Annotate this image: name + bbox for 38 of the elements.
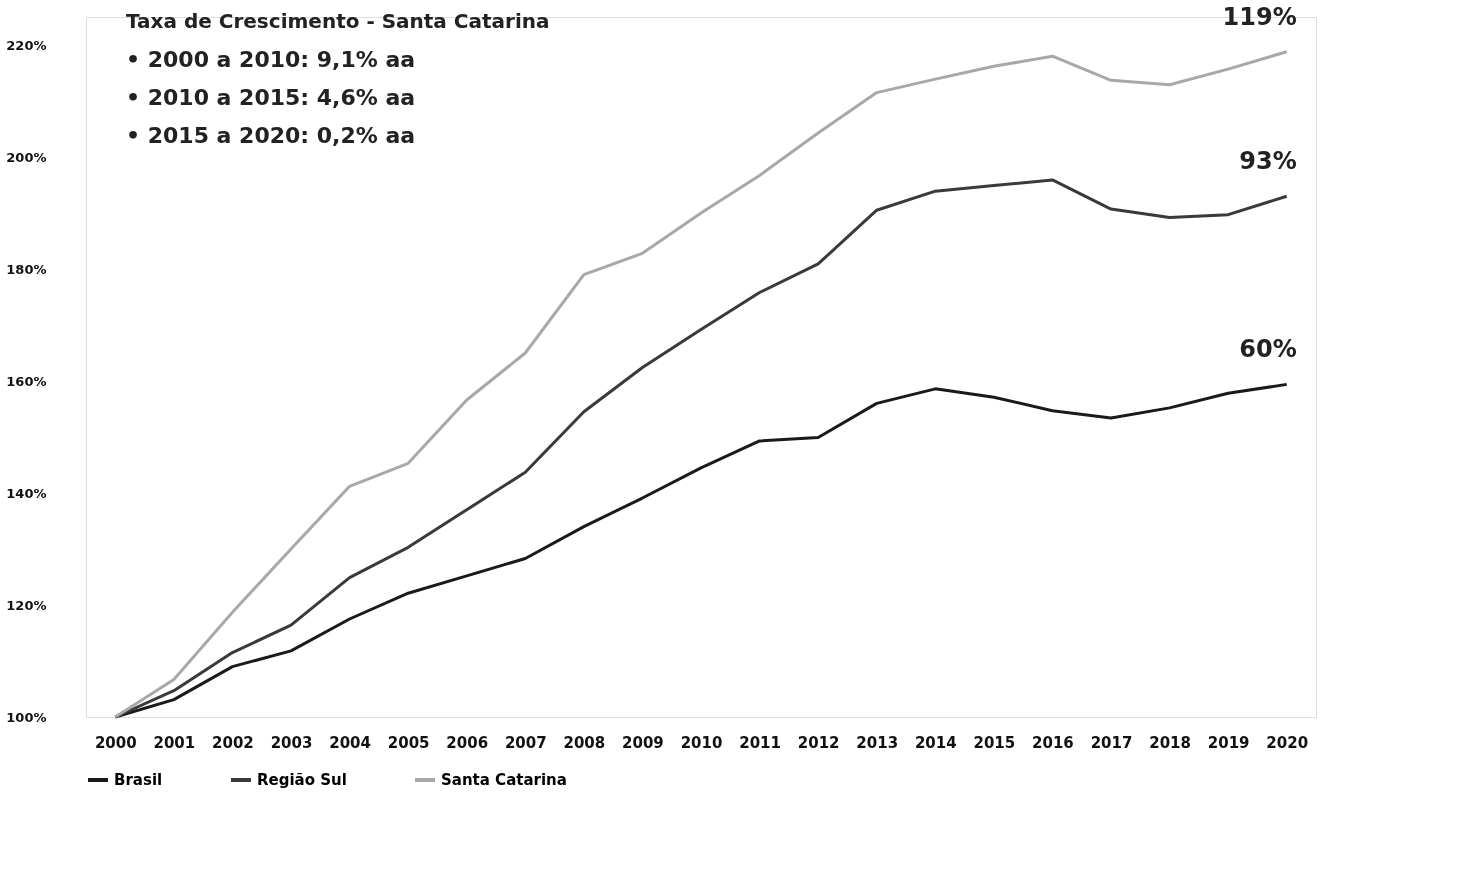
x-tick-label: 2015 [973,733,1016,752]
annotation: • 2010 a 2015: 4,6% aa [126,85,416,110]
x-tick-label: 2006 [446,733,489,752]
x-tick-label: 2008 [563,733,606,752]
x-tick-label: 2019 [1207,733,1250,752]
x-tick-label: 2002 [212,733,254,752]
x-tick-label: 2010 [680,733,723,752]
x-tick-label: 2014 [914,733,957,752]
legend-label: Brasil [114,771,163,789]
y-tick-label: 200% [6,149,47,165]
legend-label: Região Sul [257,771,347,789]
annotation: 93% [1239,147,1297,176]
x-tick-label: 2013 [856,733,899,752]
annotation: 119% [1222,2,1297,31]
x-tick-label: 2001 [153,733,196,752]
y-tick-label: 180% [6,261,47,277]
x-tick-label: 2009 [622,733,664,752]
annotation: Taxa de Crescimento - Santa Catarina [126,9,550,33]
x-tick-label: 2004 [329,733,371,752]
y-tick-label: 120% [6,597,47,613]
x-tick-label: 2017 [1090,733,1133,752]
x-tick-label: 2007 [504,733,547,752]
annotation: • 2000 a 2010: 9,1% aa [126,47,416,72]
y-tick-label: 140% [6,485,47,501]
x-tick-label: 2018 [1149,733,1191,752]
annotation: • 2015 a 2020: 0,2% aa [126,123,416,148]
x-tick-label: 2012 [797,733,840,752]
x-tick-label: 2011 [739,733,781,752]
x-tick-label: 2020 [1266,733,1309,752]
x-tick-label: 2003 [270,733,313,752]
legend-label: Santa Catarina [441,771,567,789]
x-tick-label: 2016 [1032,733,1074,752]
annotation: 60% [1239,335,1297,364]
y-tick-label: 100% [6,709,47,725]
y-tick-label: 220% [6,37,47,53]
x-tick-label: 2005 [387,733,430,752]
x-tick-label: 2000 [94,733,137,752]
y-tick-label: 160% [6,373,47,389]
